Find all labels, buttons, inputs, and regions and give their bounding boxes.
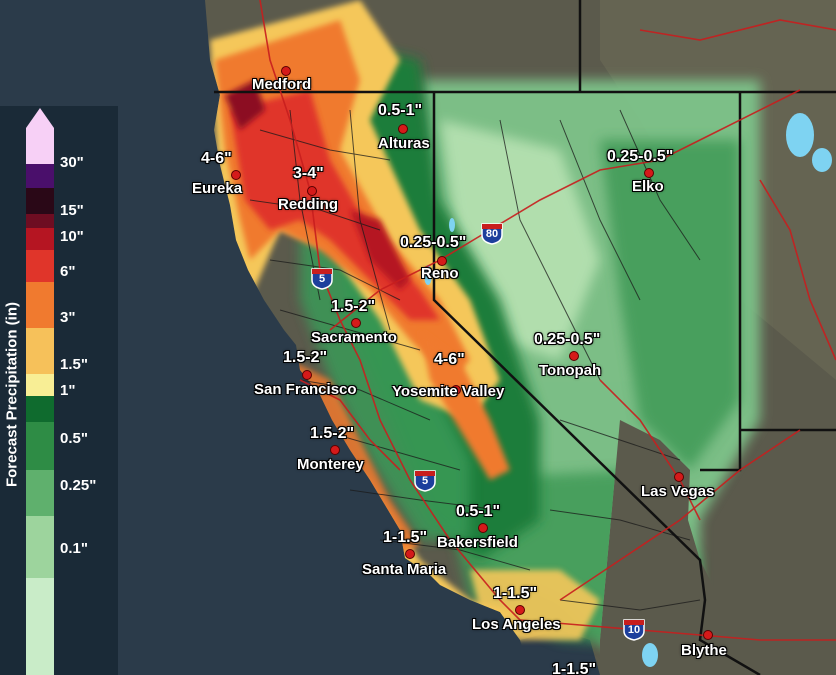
interstate-10-shield: 10 — [622, 617, 646, 641]
legend-tick-30: 30" — [60, 154, 84, 171]
city-dot-tonopah — [569, 351, 579, 361]
city-label-las-vegas: Las Vegas — [641, 483, 715, 500]
legend-color-segment — [26, 422, 54, 470]
legend-tick-1-5: 1.5" — [60, 356, 88, 373]
amount-label-tonopah: 0.25-0.5" — [534, 331, 601, 348]
highways — [259, 0, 836, 641]
legend-tick-0-5: 0.5" — [60, 430, 88, 447]
city-dot-los-angeles — [515, 605, 525, 615]
amount-label-yosemite: 4-6" — [434, 351, 465, 368]
legend-overflow-arrow — [26, 108, 54, 152]
legend-color-segment — [26, 152, 54, 164]
city-label-san-francisco: San Francisco — [254, 381, 357, 398]
amount-label-reno: 0.25-0.5" — [400, 234, 467, 251]
city-label-redding: Redding — [278, 196, 338, 213]
interstate-10-number: 10 — [627, 624, 641, 636]
city-label-eureka: Eureka — [192, 180, 243, 197]
legend-color-segment — [26, 188, 54, 214]
lake-pyramid — [449, 218, 455, 232]
legend-panel: Forecast Precipitation (in) 30" 15" 10" … — [0, 106, 118, 675]
city-dot-medford — [281, 66, 291, 76]
city-label-monterey: Monterey — [297, 456, 364, 473]
legend-color-segment — [26, 328, 54, 374]
legend-color-segment — [26, 250, 54, 282]
city-dot-blythe — [703, 630, 713, 640]
amount-label-bakersfield: 0.5-1" — [456, 503, 501, 520]
amount-label-santa-maria: 1-1.5" — [383, 529, 428, 546]
amount-label-south-coast: 1-1.5" — [552, 661, 597, 675]
city-label-bakersfield: Bakersfield — [437, 534, 518, 551]
city-label-blythe: Blythe — [681, 642, 727, 659]
city-dot-las-vegas — [674, 472, 684, 482]
city-dot-santa-maria — [405, 549, 415, 559]
legend-color-segment — [26, 282, 54, 328]
interstate-5-number: 5 — [318, 273, 326, 285]
amount-label-eureka: 4-6" — [201, 150, 232, 167]
county-lines — [249, 109, 701, 611]
legend-tick-6: 6" — [60, 263, 76, 280]
precip-central-valley — [300, 220, 470, 540]
interstate-80-shield: 80 — [480, 221, 504, 245]
legend-color-segment — [26, 396, 54, 422]
city-label-elko: Elko — [632, 178, 664, 195]
legend-color-segment — [26, 228, 54, 250]
legend-tick-3: 3" — [60, 309, 76, 326]
city-dot-eureka — [231, 170, 241, 180]
city-dot-yosemite — [451, 385, 461, 395]
legend-color-segment — [26, 374, 54, 396]
city-dot-sacramento — [351, 318, 361, 328]
legend-color-segment — [26, 164, 54, 188]
lake-tahoe — [424, 265, 432, 285]
interstate-5-number: 5 — [421, 475, 429, 487]
city-dot-bakersfield — [478, 523, 488, 533]
city-dot-alturas — [398, 124, 408, 134]
city-label-sacramento: Sacramento — [311, 329, 397, 346]
precip-green-nv — [600, 140, 740, 470]
city-label-santa-maria: Santa Maria — [362, 561, 447, 578]
interstate-5-shield-north: 5 — [310, 266, 334, 290]
legend-tick-15: 15" — [60, 202, 84, 219]
legend-color-segment — [26, 214, 54, 228]
legend-color-bar — [26, 152, 54, 675]
city-label-medford: Medford — [252, 76, 312, 93]
legend-tick-0-1: 0.1" — [60, 540, 88, 557]
city-label-los-angeles: Los Angeles — [472, 616, 561, 633]
state-borders — [214, 0, 836, 675]
interstate-80-number: 80 — [485, 228, 499, 240]
city-dot-san-francisco — [302, 370, 312, 380]
legend-tick-10: 10" — [60, 228, 84, 245]
amount-label-sacramento: 1.5-2" — [331, 298, 376, 315]
amount-label-elko: 0.25-0.5" — [607, 148, 674, 165]
legend-tick-0-25: 0.25" — [60, 477, 97, 494]
precip-sierra-orange — [420, 330, 510, 480]
city-label-alturas: Alturas — [378, 135, 430, 152]
amount-label-redding: 3-4" — [293, 165, 324, 182]
lake-great-salt — [786, 113, 814, 157]
legend-color-segment — [26, 470, 54, 516]
city-label-tonopah: Tonopah — [539, 362, 602, 379]
amount-label-los-angeles: 1-1.5" — [493, 585, 538, 602]
amount-label-alturas: 0.5-1" — [378, 102, 423, 119]
legend-title: Forecast Precipitation (in) — [3, 301, 21, 488]
city-label-yosemite-valley: Yosemite Valley — [392, 383, 505, 400]
city-dot-redding — [307, 186, 317, 196]
legend-color-segment — [26, 578, 54, 675]
legend-tick-1: 1" — [60, 382, 76, 399]
precip-dark-red — [350, 210, 410, 290]
city-dot-monterey — [330, 445, 340, 455]
lake-utah — [812, 148, 832, 172]
city-label-reno: Reno — [421, 265, 459, 282]
legend-color-segment — [26, 516, 54, 578]
city-dot-reno — [437, 256, 447, 266]
amount-label-san-francisco: 1.5-2" — [283, 349, 328, 366]
interstate-5-shield-south: 5 — [413, 468, 437, 492]
amount-label-monterey: 1.5-2" — [310, 425, 355, 442]
city-dot-elko — [644, 168, 654, 178]
lake-salton — [642, 643, 658, 667]
